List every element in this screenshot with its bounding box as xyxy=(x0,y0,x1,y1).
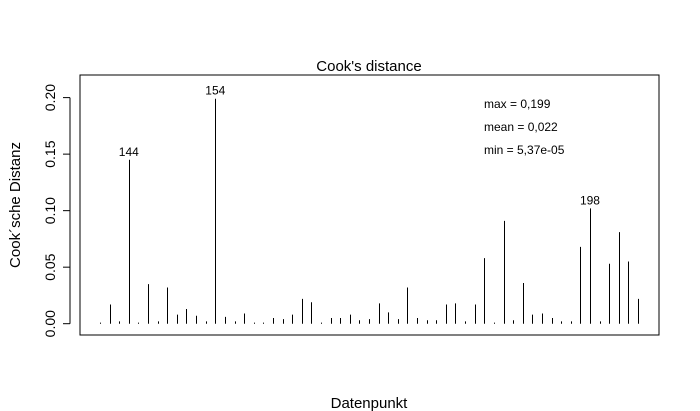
y-tick-label: 0.20 xyxy=(42,84,58,111)
point-label: 144 xyxy=(119,145,139,159)
chart-title: Cook's distance xyxy=(316,58,421,75)
plot-frame xyxy=(79,74,660,336)
y-tick-label: 0.10 xyxy=(42,197,58,224)
point-label: 154 xyxy=(205,84,225,98)
stats-line: max = 0,199 xyxy=(484,97,551,111)
point-label: 198 xyxy=(580,193,600,207)
y-tick-label: 0.00 xyxy=(42,310,58,337)
y-axis-label: Cook´sche Distanz xyxy=(7,142,24,268)
point-labels-group: 144 154 198 xyxy=(119,84,600,208)
stats-annotation: max = 0,199 mean = 0,022 min = 5,37e-05 xyxy=(484,97,565,157)
y-tick-label: 0.05 xyxy=(42,253,58,280)
x-axis-label: Datenpunkt xyxy=(331,395,409,411)
bars-group xyxy=(100,98,639,324)
stats-line: mean = 0,022 xyxy=(484,120,558,134)
y-tick-label: 0.15 xyxy=(42,140,58,167)
stats-line: min = 5,37e-05 xyxy=(484,143,565,157)
y-axis: 0.00 0.05 0.10 0.15 0.20 xyxy=(42,84,71,337)
